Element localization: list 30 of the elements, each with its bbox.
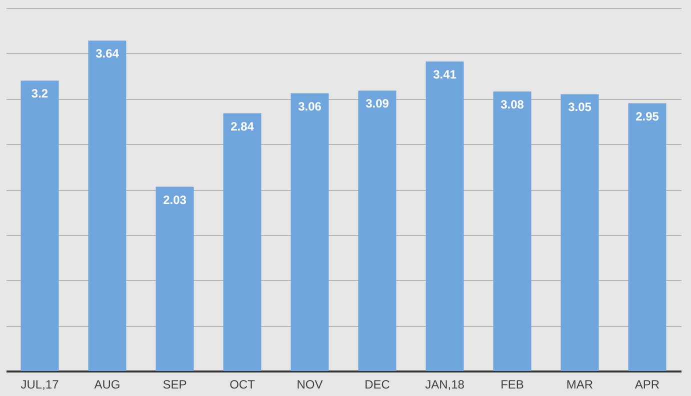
x-tick-label: APR (634, 378, 660, 392)
bar (290, 93, 329, 371)
bar (88, 40, 126, 371)
data-label: 3.41 (433, 68, 457, 82)
data-label: 3.64 (96, 46, 120, 61)
data-label: 3.08 (500, 97, 524, 112)
bar (560, 94, 599, 371)
x-tick-label: MAR (566, 378, 594, 392)
x-tick-label: JAN,18 (425, 378, 465, 392)
x-tick-label: JUL,17 (20, 378, 60, 392)
bar (358, 90, 396, 371)
data-label: 3.09 (366, 96, 390, 111)
data-label: 2.84 (230, 119, 254, 134)
data-label: 2.03 (163, 192, 187, 207)
bar (628, 103, 666, 371)
data-label: 3.05 (568, 100, 592, 114)
data-label: 3.06 (298, 99, 322, 114)
x-tick-label: DEC (364, 378, 390, 392)
x-tick-label: OCT (230, 378, 256, 392)
bar (156, 186, 194, 371)
data-label: 2.95 (636, 109, 660, 124)
bar (223, 113, 262, 371)
x-tick-label: FEB (500, 378, 524, 392)
x-tick-label: AUG (94, 378, 120, 392)
bar (493, 91, 532, 371)
bar (426, 62, 464, 371)
bar (20, 80, 59, 371)
data-label: 3.2 (31, 86, 48, 101)
x-tick-label: NOV (296, 378, 323, 392)
x-tick-label: SEP (162, 378, 187, 392)
